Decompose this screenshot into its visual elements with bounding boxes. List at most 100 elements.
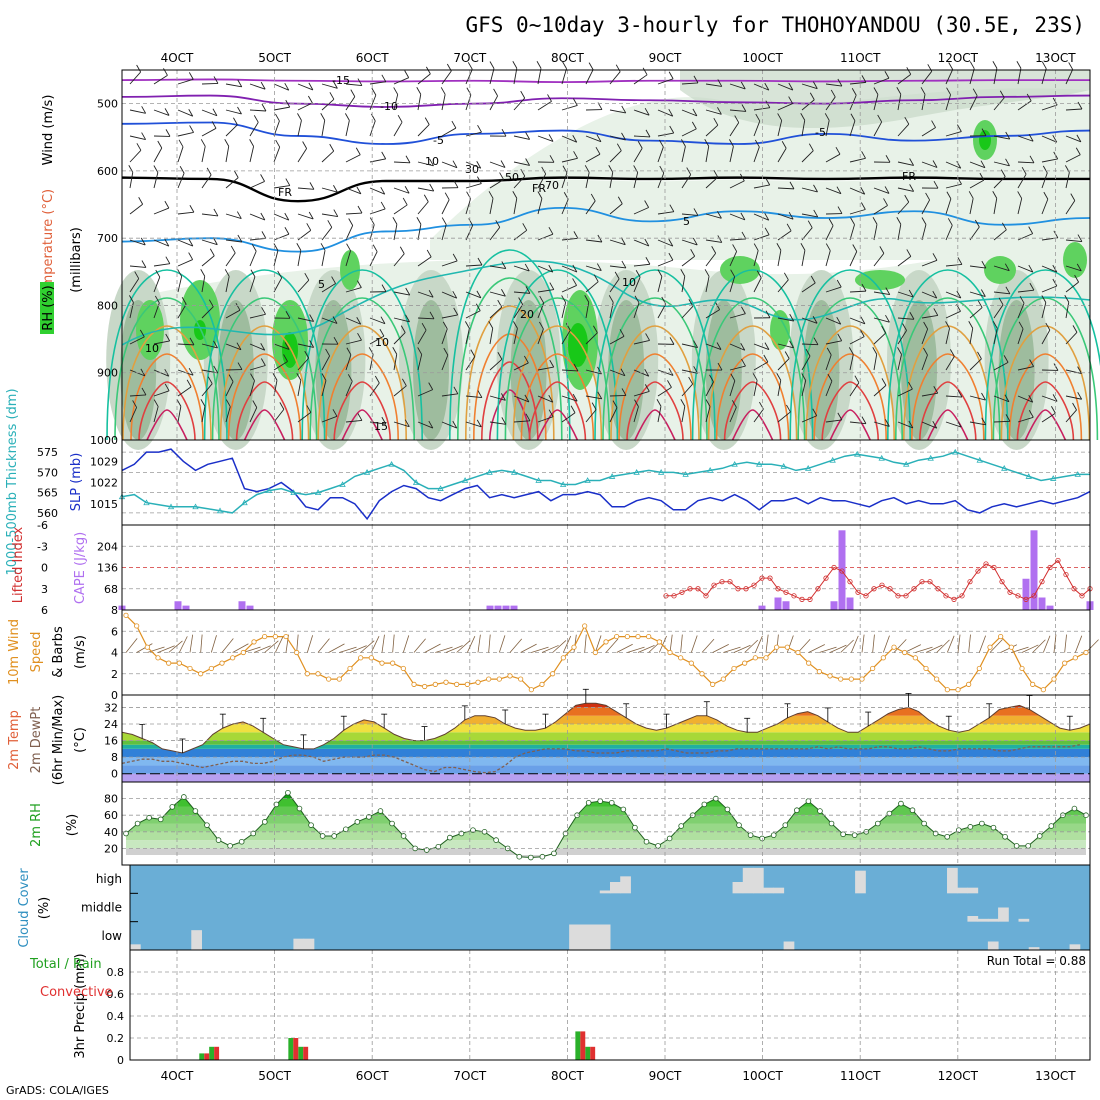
wind-barb	[129, 407, 138, 423]
wind-barb-flag	[277, 270, 283, 279]
wind-barb-flag	[908, 420, 914, 429]
wind10m-barb	[392, 634, 395, 653]
wind-barb-flag	[405, 155, 411, 164]
wind-barb-flag	[501, 261, 507, 269]
wind-barb-flag	[658, 139, 664, 148]
wind-barb-flag	[730, 269, 736, 277]
wind-barb-flag	[329, 92, 335, 100]
thickness-marker	[388, 460, 395, 467]
wind-barb-flag	[236, 211, 242, 219]
wind-barb	[369, 158, 386, 163]
wind-barb-flag	[711, 246, 717, 254]
wind-barb	[513, 395, 530, 403]
wind-barb-flag	[381, 284, 387, 292]
wind-barb	[321, 380, 327, 397]
wind-barb-flag	[854, 375, 860, 383]
wind-barb-flag	[476, 419, 482, 428]
wind-barb-flag	[393, 87, 399, 95]
wind10m-marker	[336, 676, 342, 682]
wind-barb-flag	[923, 347, 928, 356]
wind10m-marker	[912, 655, 918, 661]
wind-barb-flag	[501, 393, 506, 401]
temperature-contour	[715, 353, 790, 441]
wind10m-marker	[1072, 655, 1078, 661]
rh-tick-label: 20	[104, 842, 118, 855]
wind-barb	[537, 265, 553, 273]
thickness-marker	[657, 469, 665, 475]
wind-barb-flag	[828, 218, 834, 226]
wind-barb	[273, 409, 285, 423]
rh-band	[126, 831, 1086, 841]
wind-barb-flag	[440, 87, 446, 95]
cape-tick-label: 136	[97, 562, 118, 575]
wind-barb-flag	[1019, 295, 1025, 304]
temperature-line	[121, 702, 1091, 754]
wind-barb	[657, 276, 663, 293]
wind-barb-flag	[1052, 134, 1058, 143]
wind-barb	[681, 383, 693, 397]
wind-barb	[225, 213, 242, 220]
wind-barb	[897, 354, 902, 371]
wind-barb-flag	[302, 141, 308, 149]
wind-barb	[1041, 412, 1056, 423]
slp-tick-label: 1029	[90, 455, 118, 468]
wind-barb	[945, 395, 962, 398]
wind10m-marker	[1008, 644, 1014, 650]
wind-barb	[417, 256, 432, 267]
rh-marker	[620, 806, 627, 813]
wind-barb	[129, 239, 146, 246]
wind10m-marker	[806, 660, 812, 666]
wind-barb-flag	[443, 347, 449, 356]
cape-bar	[830, 601, 838, 610]
temperature-contour	[813, 353, 887, 441]
wind-barb-flag	[897, 347, 902, 355]
wind10m-barb	[221, 638, 234, 653]
wind-barb	[729, 213, 746, 221]
wind-barb	[969, 198, 974, 215]
wind10m-marker	[848, 676, 854, 682]
wind-barb-flag	[741, 358, 746, 367]
wind-barb	[585, 135, 602, 143]
wind10m-barb	[786, 635, 794, 653]
wind-barb	[513, 362, 529, 371]
wind-barb-flag	[344, 113, 350, 121]
wind-barb	[249, 213, 266, 221]
wind-barb-flag	[739, 173, 745, 182]
wind-barb	[465, 395, 482, 398]
wind10m-tick-label: 0	[111, 689, 118, 702]
wind10m-marker	[667, 649, 673, 656]
wind-barb	[489, 68, 495, 85]
wind-barb	[801, 213, 818, 218]
wind-barb	[825, 83, 842, 87]
wind-barb	[1017, 303, 1025, 319]
wind-barb	[129, 203, 143, 215]
wind-barb	[609, 172, 614, 189]
wind-barb	[705, 276, 710, 293]
thickness-marker	[829, 456, 836, 463]
cape-tick-label: 8	[111, 604, 118, 617]
wind-barb	[729, 380, 736, 397]
rh-marker	[319, 833, 326, 839]
wind10m-barb	[658, 635, 667, 653]
precip-convective-bar	[590, 1046, 596, 1060]
wind-barb-flag	[250, 269, 256, 278]
wind-barb-flag	[424, 117, 430, 125]
wind10m-marker	[464, 681, 470, 687]
wind-barb-flag	[621, 105, 627, 114]
wind10m-marker	[1083, 649, 1089, 656]
cape-bar	[494, 605, 502, 610]
wind-barb-flag	[524, 263, 530, 272]
rh-marker	[909, 807, 916, 814]
wind-barb-flag	[1018, 321, 1024, 330]
wind-barb	[561, 285, 577, 293]
thickness-marker	[682, 471, 689, 477]
thickness-marker	[780, 462, 787, 469]
temperature-contour	[130, 353, 204, 441]
cape-bar	[486, 605, 494, 610]
wind-barb-flag	[572, 135, 578, 143]
wind-barb-flag	[164, 200, 170, 209]
wind-barb-flag	[520, 168, 526, 177]
wind-barb-flag	[812, 316, 818, 324]
wind-barb-flag	[518, 297, 524, 305]
